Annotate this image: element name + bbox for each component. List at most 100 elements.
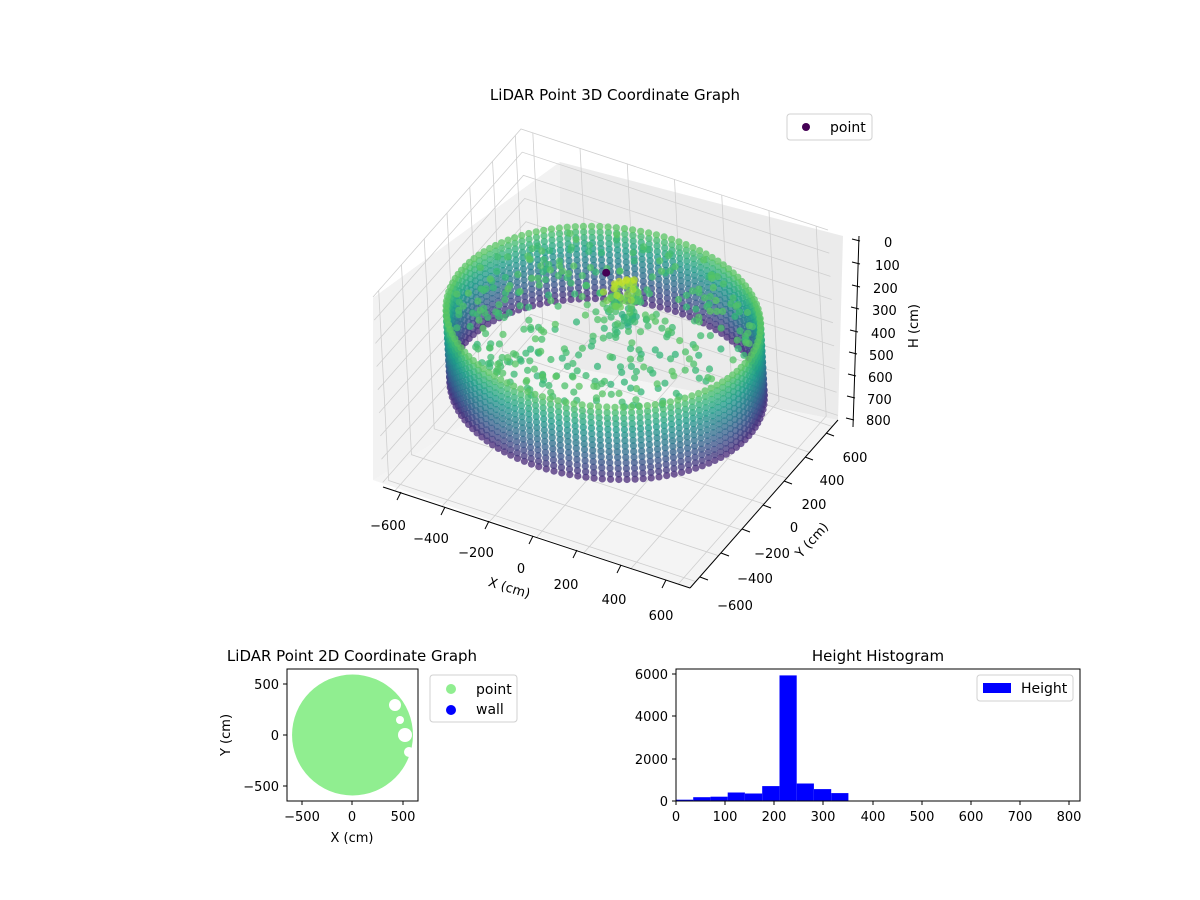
data-point: [616, 267, 624, 275]
data-point: [715, 414, 723, 423]
x-tick-label: 700: [1008, 810, 1033, 825]
data-point: [656, 303, 664, 311]
data-point: [653, 242, 661, 250]
z-tick-label: 400: [871, 327, 896, 342]
data-point: [588, 222, 596, 230]
data-point: [713, 387, 721, 395]
data-point: [655, 275, 663, 283]
data-point: [486, 363, 494, 371]
data-point: [659, 405, 667, 413]
data-point: [535, 463, 543, 471]
data-point: [716, 442, 724, 450]
data-point: [637, 441, 646, 449]
data-point: [692, 305, 700, 313]
x-tick-label: 0: [517, 562, 525, 577]
data-point: [586, 402, 594, 410]
histogram-x-ticks: 0 100 200 300 400 500 600 700 800: [672, 801, 1081, 825]
data-point: [493, 422, 501, 430]
data-point: [606, 459, 614, 467]
gap-region: [396, 716, 404, 724]
data-point: [683, 268, 692, 276]
data-point: [570, 388, 578, 396]
data-point: [614, 464, 622, 472]
data-point: [524, 393, 532, 401]
data-point: [557, 447, 565, 455]
data-point: [663, 288, 671, 297]
data-point: [525, 235, 533, 243]
x-axis-label: X (cm): [331, 831, 374, 846]
data-point: [646, 251, 654, 259]
data-point: [582, 372, 590, 380]
data-point: [597, 447, 605, 455]
data-point: [587, 342, 596, 350]
data-point: [614, 320, 622, 328]
data-point: [670, 470, 678, 478]
data-point: [510, 393, 518, 401]
legend-marker-point: [446, 684, 456, 694]
data-point: [558, 285, 567, 293]
data-point: [662, 277, 671, 285]
data-point: [627, 362, 636, 370]
data-point: [697, 434, 705, 442]
data-point: [607, 313, 615, 321]
data-point: [504, 396, 512, 404]
data-point: [548, 231, 556, 239]
data-point: [642, 315, 651, 323]
data-point: [645, 229, 653, 237]
data-point: [541, 276, 550, 284]
data-point: [590, 469, 598, 477]
data-point: [531, 335, 540, 343]
data-point: [685, 355, 694, 363]
data-point: [714, 403, 722, 411]
data-point: [572, 228, 580, 236]
data-point: [713, 392, 722, 400]
data-point: [492, 400, 500, 408]
data-point: [646, 262, 655, 270]
data-point: [703, 420, 711, 428]
data-point: [493, 411, 501, 419]
data-point: [619, 403, 627, 411]
data-point: [691, 277, 699, 285]
data-point: [567, 246, 575, 254]
x-tick-label: 400: [861, 810, 886, 825]
plot-2d-legend: point wall: [429, 674, 518, 723]
data-point: [505, 247, 513, 255]
data-point: [689, 414, 697, 422]
data-point: [513, 454, 522, 462]
y-tick: [720, 552, 730, 557]
data-point: [604, 431, 612, 439]
data-point: [628, 425, 637, 433]
data-point: [486, 256, 494, 264]
data-point: [558, 354, 566, 362]
data-point: [620, 420, 628, 428]
y-tick-label: 200: [802, 498, 827, 513]
data-point: [745, 322, 753, 330]
y-axis-line: [689, 419, 839, 589]
data-point: [504, 285, 512, 293]
data-point: [575, 382, 583, 390]
data-point: [552, 372, 560, 380]
data-point: [663, 294, 671, 302]
histogram-bars: [676, 675, 849, 801]
data-point: [606, 464, 614, 472]
data-point: [622, 464, 631, 472]
data-point: [659, 399, 667, 407]
data-point: [565, 465, 574, 473]
data-point: [550, 467, 558, 475]
data-point: [512, 421, 520, 429]
data-point: [555, 408, 563, 416]
data-point: [536, 300, 544, 308]
data-point: [532, 228, 540, 236]
data-point: [526, 438, 534, 446]
data-point: [626, 308, 634, 316]
y-tick-label: −500: [243, 780, 279, 795]
data-point: [669, 448, 677, 456]
data-point: [614, 453, 622, 461]
data-point: [573, 367, 581, 375]
data-point: [695, 401, 703, 409]
data-point: [682, 291, 691, 299]
data-point: [622, 252, 630, 260]
x-tick: [484, 520, 490, 530]
x-tick-label: 300: [811, 810, 836, 825]
data-point: [637, 227, 645, 235]
